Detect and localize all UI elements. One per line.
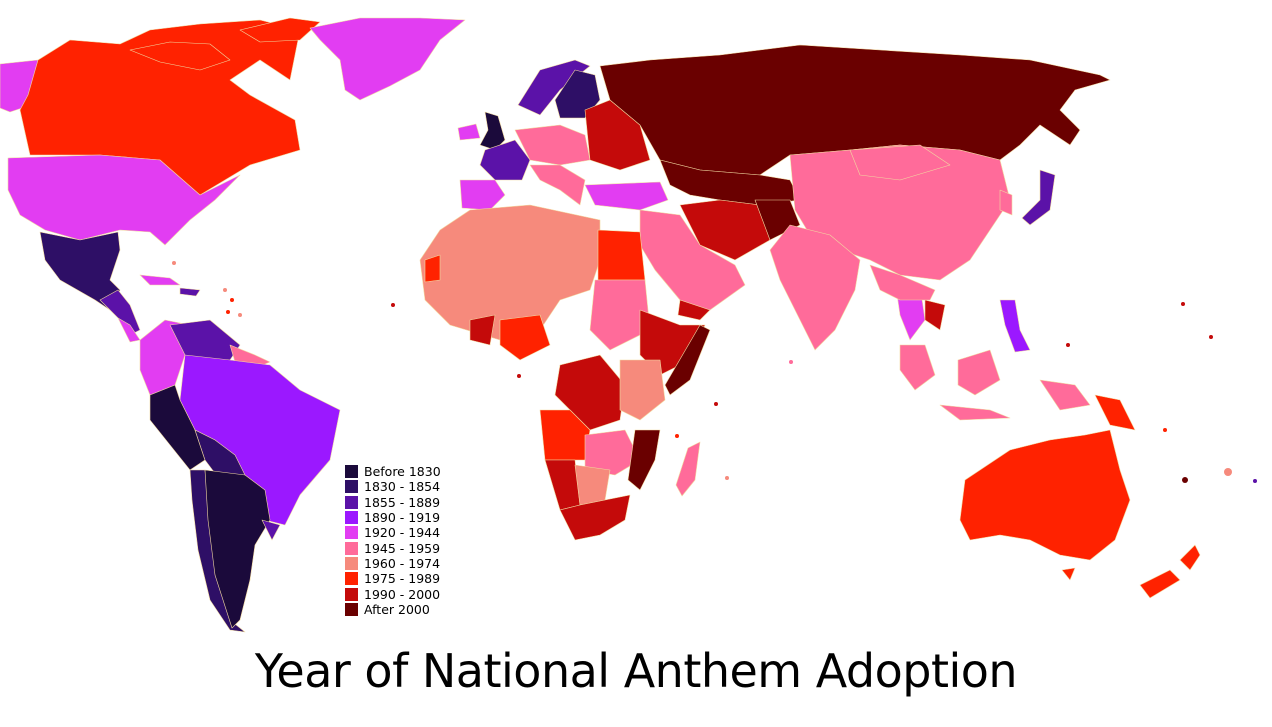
region-japan [1021,169,1056,226]
region-new-zealand [1139,569,1181,599]
region-mozambique [627,429,661,491]
region-canada-north [239,17,321,43]
world-map [0,17,1257,633]
region-malaysia-indonesia [899,344,936,391]
legend-item: 1890 - 1919 [345,510,475,525]
region-uruguay [261,519,281,541]
region-caribbean [139,274,181,286]
region-italy-balkans [529,164,586,206]
region-east-africa [619,359,666,421]
legend-label: Before 1830 [364,464,441,480]
region-norway [517,59,591,116]
region-vietnam [924,299,946,331]
page-title: Year of National Anthem Adoption [254,644,1018,698]
legend-item: 1975 - 1989 [345,571,475,586]
region-java [939,404,1011,421]
legend-swatch [345,495,358,509]
region-australia [959,429,1131,561]
legend-item: 1990 - 2000 [345,586,475,602]
region-france [479,139,531,181]
region-namibia [544,459,581,511]
legend-label: After 2000 [364,601,430,617]
legend-swatch [345,572,358,586]
legend-item: 1960 - 1974 [345,556,475,571]
region-madagascar [675,441,701,497]
region-sweden-finland [554,69,601,119]
region-north-africa [419,204,601,341]
legend-swatch [345,511,358,525]
legend-label: 1855 - 1889 [364,494,441,510]
region-nigeria [499,314,551,361]
region-west-coast [424,254,441,283]
legend-item: 1920 - 1944 [345,525,475,540]
legend-swatch [345,526,358,540]
region-turkey [584,181,669,211]
region-central-america [99,289,141,336]
region-yemen [677,299,711,321]
legend-item: 1855 - 1889 [345,495,475,510]
legend-label: 1920 - 1944 [364,525,441,541]
region-borneo [957,349,1001,396]
region-canada-islands [129,41,231,71]
legend-item: Before 1830 [345,464,475,479]
region-canada [19,19,301,196]
legend-label: 1990 - 2000 [364,586,441,602]
region-argentina [204,469,271,629]
region-new-zealand-north [1179,544,1201,571]
legend-swatch [345,556,358,570]
region-caribbean-2 [179,287,201,297]
legend-swatch [345,587,358,601]
region-congo [554,354,626,431]
legend-swatch [345,602,358,616]
region-somalia [664,324,711,396]
legend-swatch [345,465,358,479]
region-sudan [589,279,651,351]
legend-label: 1975 - 1989 [364,571,441,587]
region-arabia [639,209,746,311]
legend-item: 1945 - 1959 [345,540,475,556]
region-mexico [39,231,121,311]
legend-item: After 2000 [345,602,475,617]
region-greenland [309,17,466,101]
region-indochina [869,264,936,301]
region-iceland [457,123,481,141]
region-south-africa [559,494,631,541]
legend-label: 1945 - 1959 [364,540,441,556]
region-botswana [574,464,611,506]
region-new-guinea [1094,394,1136,431]
legend: Before 1830 1830 - 1854 1855 - 1889 1890… [345,464,475,617]
region-tasmania [1061,567,1076,581]
legend-swatch [345,541,358,555]
legend-label: 1890 - 1919 [364,510,441,526]
legend-swatch [345,480,358,494]
legend-label: 1830 - 1854 [364,479,441,495]
region-west-africa-dark [469,314,496,346]
region-egypt [597,229,646,281]
region-india [769,224,861,351]
region-mongolia [849,144,951,181]
region-philippines [999,299,1031,353]
region-indonesia-east [1039,379,1091,411]
legend-item: 1830 - 1854 [345,479,475,494]
legend-label: 1960 - 1974 [364,555,441,571]
region-korea [999,189,1013,216]
region-iberia [459,179,506,211]
island-markers [172,261,1257,483]
region-usa [7,154,241,246]
region-southern-central [584,429,641,476]
